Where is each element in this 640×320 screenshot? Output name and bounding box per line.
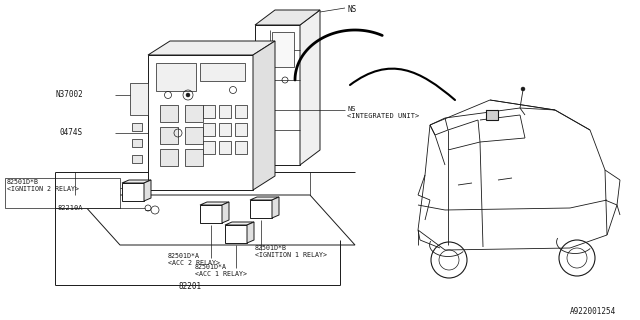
Polygon shape <box>144 180 151 201</box>
Bar <box>156 63 196 91</box>
Bar <box>219 105 231 118</box>
Text: 82210A: 82210A <box>57 205 83 211</box>
Circle shape <box>186 93 190 97</box>
Polygon shape <box>200 202 229 205</box>
Polygon shape <box>130 83 148 115</box>
Bar <box>219 141 231 154</box>
Polygon shape <box>250 197 279 200</box>
Text: N37002: N37002 <box>55 90 83 99</box>
Bar <box>5 178 120 208</box>
Polygon shape <box>200 205 222 223</box>
Text: 0474S: 0474S <box>60 128 83 137</box>
Bar <box>203 105 215 118</box>
Polygon shape <box>272 197 279 218</box>
Polygon shape <box>255 10 320 25</box>
Bar <box>200 63 245 81</box>
Polygon shape <box>148 55 253 190</box>
Text: NS: NS <box>347 5 356 14</box>
Bar <box>235 123 247 136</box>
Bar <box>132 123 142 131</box>
Bar <box>272 32 294 67</box>
Polygon shape <box>75 195 355 245</box>
Polygon shape <box>225 225 247 243</box>
Polygon shape <box>250 200 272 218</box>
Polygon shape <box>255 25 300 165</box>
Polygon shape <box>122 180 151 183</box>
Bar <box>203 141 215 154</box>
Bar <box>203 123 215 136</box>
Text: 82501D*A
<ACC 1 RELAY>: 82501D*A <ACC 1 RELAY> <box>195 264 247 277</box>
Polygon shape <box>225 222 254 225</box>
Circle shape <box>521 87 525 91</box>
Bar <box>185 105 203 122</box>
Text: NS
<INTEGRATED UNIT>: NS <INTEGRATED UNIT> <box>347 106 419 119</box>
Bar <box>219 123 231 136</box>
Polygon shape <box>253 41 275 190</box>
Polygon shape <box>247 222 254 243</box>
Text: A922001254: A922001254 <box>570 307 616 316</box>
Bar <box>160 149 178 166</box>
Bar <box>160 127 178 144</box>
Bar <box>185 149 203 166</box>
Bar <box>486 110 498 120</box>
Polygon shape <box>122 183 144 201</box>
Bar <box>185 127 203 144</box>
Bar <box>235 105 247 118</box>
Polygon shape <box>148 41 275 55</box>
Bar <box>132 139 142 147</box>
Text: 82501D*B
<IGNITION 2 RELAY>: 82501D*B <IGNITION 2 RELAY> <box>7 179 79 192</box>
Polygon shape <box>222 202 229 223</box>
Bar <box>132 155 142 163</box>
Bar <box>160 105 178 122</box>
FancyArrowPatch shape <box>350 69 455 100</box>
Text: 82501D*A
<ACC 2 RELAY>: 82501D*A <ACC 2 RELAY> <box>168 253 220 266</box>
Bar <box>235 141 247 154</box>
Polygon shape <box>300 10 320 165</box>
Text: 82501D*B
<IGNITION 1 RELAY>: 82501D*B <IGNITION 1 RELAY> <box>255 245 327 258</box>
Text: 82201: 82201 <box>179 282 202 291</box>
